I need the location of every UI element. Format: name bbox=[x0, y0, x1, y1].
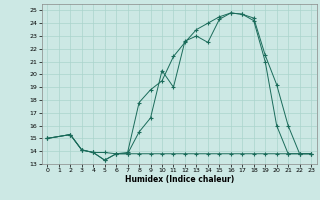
X-axis label: Humidex (Indice chaleur): Humidex (Indice chaleur) bbox=[124, 175, 234, 184]
